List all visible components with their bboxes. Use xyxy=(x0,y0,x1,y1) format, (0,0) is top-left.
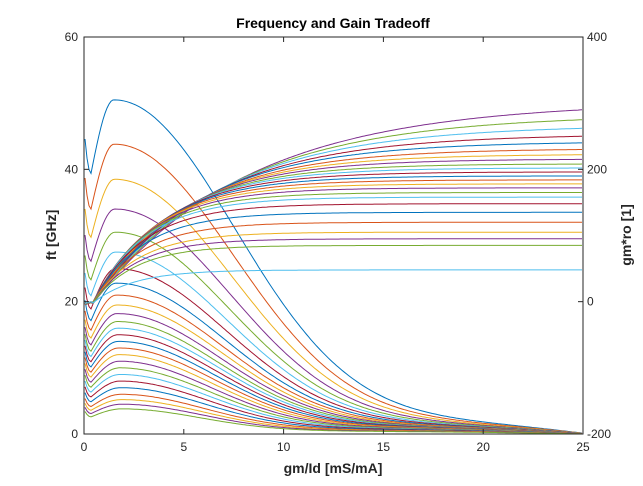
y-right-tick-label: -200 xyxy=(587,427,611,441)
gain-series-line xyxy=(84,203,582,305)
x-tick-label: 25 xyxy=(576,440,590,454)
ft-series-line xyxy=(84,208,583,434)
y-left-tick-label: 20 xyxy=(65,295,79,309)
x-tick-label: 15 xyxy=(377,440,391,454)
gain-series-line xyxy=(84,183,582,305)
x-tick-label: 20 xyxy=(477,440,491,454)
gain-series-line xyxy=(84,109,583,306)
y-left-tick-label: 0 xyxy=(71,427,78,441)
gain-series-line xyxy=(84,269,582,304)
x-tick-label: 0 xyxy=(81,440,88,454)
chart-title: Frequency and Gain Tradeoff xyxy=(236,15,430,31)
y-axis-left-label: ft [GHz] xyxy=(43,210,59,261)
gain-series-line xyxy=(84,221,582,305)
gain-series-line xyxy=(84,244,582,304)
ft-series-line xyxy=(84,408,583,435)
y-right-tick-label: 200 xyxy=(587,162,607,176)
gain-series-line xyxy=(84,179,582,305)
ft-series-line xyxy=(84,143,583,434)
gain-series-line xyxy=(84,238,582,304)
gain-series-line xyxy=(84,196,582,305)
x-tick-label: 5 xyxy=(180,440,187,454)
gain-series-line xyxy=(84,187,582,305)
x-axis-label: gm/Id [mS/mA] xyxy=(284,460,383,476)
plot-frame xyxy=(83,36,584,435)
ft-series-line xyxy=(84,178,583,434)
ft-series-line xyxy=(84,99,583,434)
series-layer xyxy=(84,99,583,435)
plot-area xyxy=(84,37,583,434)
gain-series-line xyxy=(84,119,583,306)
gain-series-line xyxy=(84,211,582,305)
y-right-tick-label: 0 xyxy=(587,295,594,309)
gain-series-line xyxy=(84,231,582,304)
y-axis-right-label: gm*ro [1] xyxy=(618,204,634,265)
y-left-tick-label: 60 xyxy=(65,30,79,44)
tick-layer: 0 5 10 15 20 25 0 20 40 60 -200 0 200 400 xyxy=(65,30,612,454)
y-right-tick-label: 400 xyxy=(587,30,607,44)
gain-series-line xyxy=(84,192,582,305)
y-left-tick-label: 40 xyxy=(65,162,79,176)
x-tick-label: 10 xyxy=(277,440,291,454)
